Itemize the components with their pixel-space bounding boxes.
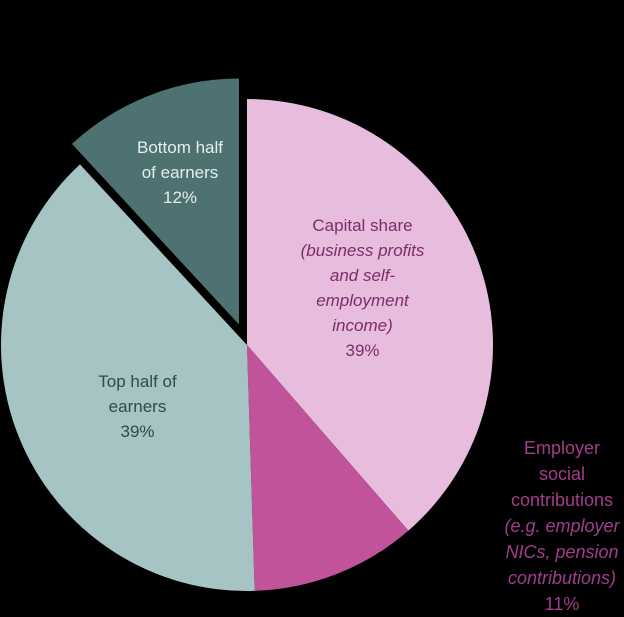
employer-name-2: social <box>538 464 586 484</box>
capital-share-pct: 39% <box>345 341 380 360</box>
bottom-half-name-1: Bottom half <box>137 138 223 157</box>
pie-slice-top-half-of-earners <box>1 164 255 591</box>
employer-note-1: (e.g. employer <box>504 516 620 536</box>
capital-share-note-3: employment <box>316 291 409 310</box>
top-half-name-1: Top half of <box>98 372 177 391</box>
employer-name-3: contributions <box>510 490 614 510</box>
top-half-name-2: earners <box>108 397 167 416</box>
pie-slice-bottom-half-of-earners <box>71 78 239 325</box>
employer-note-2: NICs, pension <box>505 542 619 562</box>
top-half-pct: 39% <box>120 422 155 441</box>
bottom-half-pct: 12% <box>162 188 198 207</box>
bottom-half-label: Bottom half of earners 12% <box>110 135 250 210</box>
capital-share-name: Capital share <box>312 216 413 235</box>
pie-slice-capital-share <box>247 99 493 531</box>
employer-note-3: contributions) <box>507 568 617 588</box>
employer-name-1: Employer <box>523 438 601 458</box>
capital-share-label: Capital share (business profits and self… <box>280 213 445 363</box>
pie-slice-employer-social-contributions <box>247 345 409 591</box>
capital-share-note-2: and self- <box>329 266 396 285</box>
capital-share-note-4: income) <box>332 316 393 335</box>
capital-share-note-1: (business profits <box>300 241 425 260</box>
employer-pct: 11% <box>544 594 580 614</box>
employer-contributions-label: Employer social contributions (e.g. empl… <box>500 435 624 617</box>
top-half-label: Top half of earners 39% <box>70 369 205 444</box>
bottom-half-name-2: of earners <box>141 163 219 182</box>
